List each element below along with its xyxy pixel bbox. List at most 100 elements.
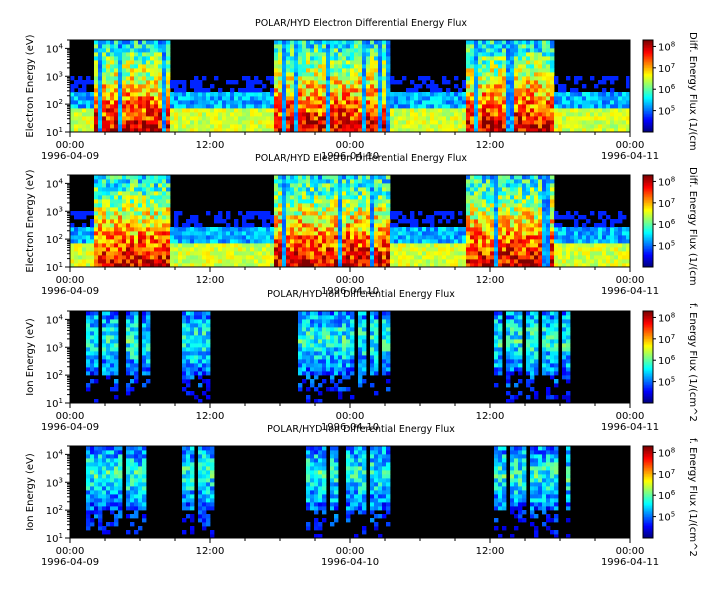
spectrogram-cell bbox=[558, 247, 563, 252]
spectrogram-cell bbox=[158, 52, 163, 57]
spectrogram-cell bbox=[422, 219, 427, 224]
spectrogram-cell bbox=[286, 72, 291, 77]
spectrogram-cell bbox=[102, 215, 107, 220]
spectrogram-cell bbox=[542, 247, 547, 252]
spectrogram-cell bbox=[598, 255, 603, 260]
spectrogram-cell bbox=[314, 207, 319, 212]
spectrogram-cell bbox=[530, 104, 535, 109]
spectrogram-cell bbox=[330, 247, 335, 252]
spectrogram-cell bbox=[238, 247, 243, 252]
spectrogram-cell bbox=[494, 84, 499, 89]
spectrogram-cell bbox=[126, 96, 131, 101]
spectrogram-cell bbox=[594, 116, 599, 121]
spectrogram-cell bbox=[94, 68, 99, 73]
spectrogram-cell bbox=[602, 211, 607, 216]
spectrogram-cell bbox=[310, 219, 315, 224]
spectrogram-cell bbox=[486, 183, 491, 188]
spectrogram-cell bbox=[414, 96, 419, 101]
colorbar-segment bbox=[643, 58, 653, 61]
spectrogram-cell bbox=[502, 40, 507, 45]
spectrogram-cell bbox=[450, 255, 455, 260]
spectrogram-cell bbox=[258, 251, 263, 256]
spectrogram-cell bbox=[210, 92, 215, 97]
spectrogram-cell bbox=[286, 92, 291, 97]
spectrogram-cell bbox=[482, 263, 487, 268]
spectrogram-cell bbox=[498, 231, 503, 236]
spectrogram-cell bbox=[606, 100, 611, 105]
spectrogram-cell bbox=[198, 120, 203, 125]
colorbar-frame bbox=[642, 39, 654, 133]
spectrogram-cell bbox=[366, 179, 371, 184]
spectrogram-cell bbox=[342, 80, 347, 85]
spectrogram-cell bbox=[278, 199, 283, 204]
spectrogram-cell bbox=[162, 76, 167, 81]
spectrogram-cell bbox=[290, 231, 295, 236]
spectrogram-cell bbox=[498, 64, 503, 69]
spectrogram-cell bbox=[542, 223, 547, 228]
spectrogram-cell bbox=[302, 84, 307, 89]
spectrogram-cell bbox=[342, 72, 347, 77]
spectrogram-cell bbox=[102, 179, 107, 184]
spectrogram-cell bbox=[534, 175, 539, 180]
spectrogram-cell bbox=[318, 56, 323, 61]
spectrogram-cell bbox=[94, 183, 99, 188]
spectrogram-cell bbox=[506, 251, 511, 256]
spectrogram-cell bbox=[338, 203, 343, 208]
spectrogram-cell bbox=[238, 231, 243, 236]
spectrogram-cell bbox=[150, 124, 155, 129]
spectrogram-cell bbox=[334, 112, 339, 117]
spectrogram-cell bbox=[470, 116, 475, 121]
spectrogram-cell bbox=[86, 255, 91, 260]
spectrogram-cell bbox=[362, 68, 367, 73]
spectrogram-cell bbox=[550, 68, 555, 73]
spectrogram-cell bbox=[122, 104, 127, 109]
spectrogram-cell bbox=[106, 195, 111, 200]
spectrogram-cell bbox=[530, 175, 535, 180]
spectrogram-cell bbox=[262, 112, 267, 117]
spectrogram-cell bbox=[398, 235, 403, 240]
spectrogram-cell bbox=[530, 247, 535, 252]
spectrogram-cell bbox=[338, 88, 343, 93]
spectrogram-cell bbox=[586, 124, 591, 129]
spectrogram-cell bbox=[362, 199, 367, 204]
spectrogram-cell bbox=[318, 108, 323, 113]
spectrogram-cell bbox=[298, 52, 303, 57]
spectrogram-cell bbox=[190, 263, 195, 268]
spectrogram-cell bbox=[342, 231, 347, 236]
spectrogram-cell bbox=[374, 219, 379, 224]
spectrogram-cell bbox=[378, 128, 383, 133]
spectrogram-cell bbox=[574, 128, 579, 133]
spectrogram-cell bbox=[510, 243, 515, 248]
spectrogram-cell bbox=[302, 52, 307, 57]
spectrogram-cell bbox=[582, 239, 587, 244]
spectrogram-cell bbox=[134, 68, 139, 73]
spectrogram-cell bbox=[98, 60, 103, 65]
spectrogram-cell bbox=[374, 227, 379, 232]
spectrogram-cell bbox=[118, 60, 123, 65]
spectrogram-cell bbox=[226, 251, 231, 256]
spectrogram-cell bbox=[218, 251, 223, 256]
spectrogram-cell bbox=[146, 120, 151, 125]
spectrogram-cell bbox=[242, 263, 247, 268]
spectrogram-cell bbox=[314, 40, 319, 45]
spectrogram-cell bbox=[302, 64, 307, 69]
spectrogram-cell bbox=[150, 227, 155, 232]
spectrogram-cell bbox=[502, 112, 507, 117]
spectrogram-cell bbox=[442, 263, 447, 268]
spectrogram-cell bbox=[206, 100, 211, 105]
spectrogram-cell bbox=[118, 100, 123, 105]
spectrogram-cell bbox=[510, 40, 515, 45]
spectrogram-cell bbox=[494, 207, 499, 212]
spectrogram-cell bbox=[342, 235, 347, 240]
spectrogram-cell bbox=[122, 251, 127, 256]
spectrogram-cell bbox=[146, 187, 151, 192]
spectrogram-cell bbox=[354, 211, 359, 216]
spectrogram-cell bbox=[178, 120, 183, 125]
spectrogram-cell bbox=[98, 84, 103, 89]
spectrogram-cell bbox=[438, 92, 443, 97]
colorbar-tick-label: 106 bbox=[658, 83, 676, 96]
spectrogram-cell bbox=[446, 128, 451, 133]
spectrogram-cell bbox=[406, 235, 411, 240]
spectrogram-cell bbox=[230, 227, 235, 232]
spectrogram-cell bbox=[414, 247, 419, 252]
